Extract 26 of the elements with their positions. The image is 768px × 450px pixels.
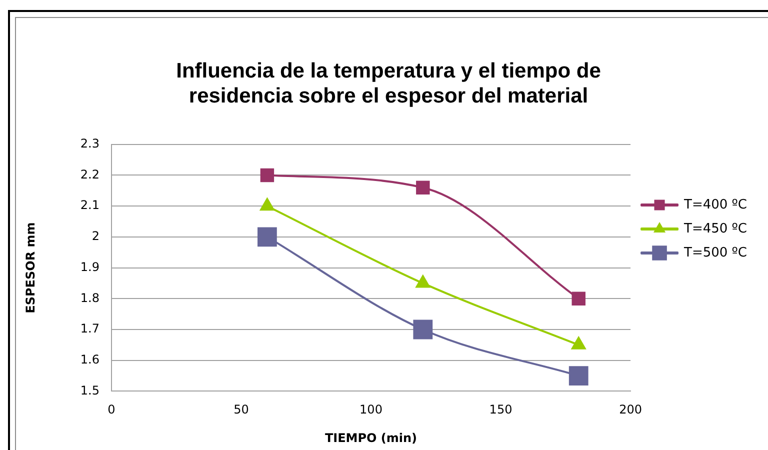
x-tick-label: 50 (234, 402, 249, 417)
x-tick-label: 200 (619, 402, 642, 417)
point (260, 168, 274, 182)
y-tick-label: 1.9 (80, 260, 100, 274)
chart-title: Influencia de la temperatura y el tiempo de residencia sobre el espesor del material (176, 59, 601, 108)
y-tick-label: 2.1 (80, 198, 100, 212)
y-tick-label: 2.2 (80, 167, 100, 182)
legend-label: T=450 ºC (683, 221, 748, 236)
point (568, 366, 588, 386)
point (413, 320, 433, 340)
point (258, 227, 277, 247)
y-axis-title: ESPESOR mm (23, 222, 38, 314)
legend-label: T=400 ºC (683, 197, 748, 212)
x-tick-label: 150 (489, 402, 512, 417)
y-tick-label: 1.8 (80, 290, 100, 305)
y-tick-label: 1.7 (80, 322, 100, 336)
x-tick-label: 0 (108, 402, 116, 417)
point (572, 292, 586, 306)
point (416, 180, 430, 194)
x-tick-label: 100 (360, 402, 382, 417)
legend-label: T=500 ºC (683, 245, 748, 260)
y-tick-label: 1.5 (80, 383, 100, 398)
y-tick-label: 1.6 (80, 352, 100, 366)
x-axis-title: TIEMPO (min) (324, 430, 418, 445)
y-tick-label: 2.3 (80, 136, 100, 151)
y-tick-label: 2 (92, 229, 100, 244)
